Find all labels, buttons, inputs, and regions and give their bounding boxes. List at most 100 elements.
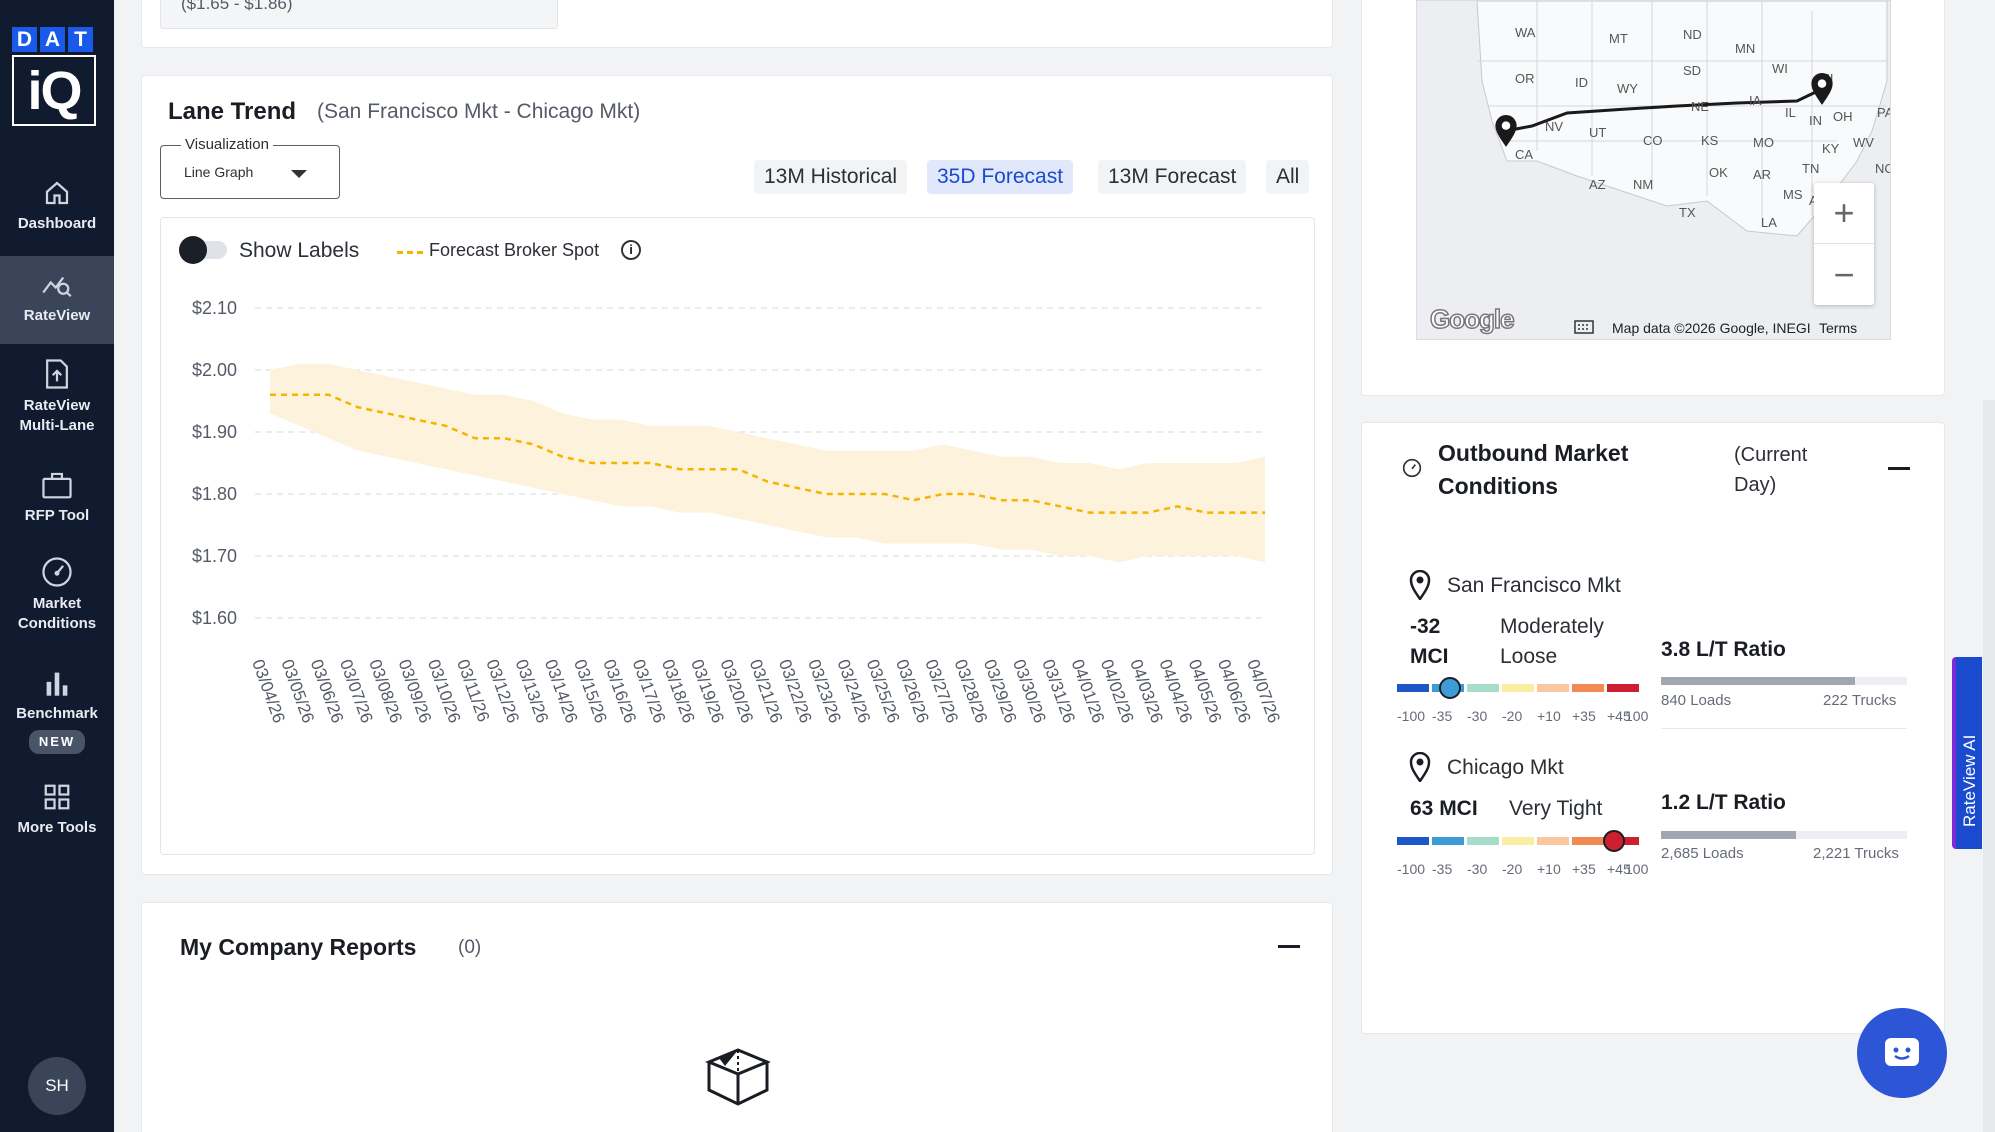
sidebar-item-rfp-tool[interactable]: RFP Tool bbox=[0, 470, 114, 530]
lt-ratio-fill bbox=[1661, 831, 1797, 839]
scale-label: +10 bbox=[1537, 708, 1561, 724]
loads-chicago: 2,685 Loads bbox=[1661, 845, 1744, 862]
forecast-band bbox=[270, 363, 1265, 563]
bar-chart-icon bbox=[46, 672, 68, 696]
y-tick-label: $1.80 bbox=[192, 484, 237, 504]
visualization-value: Line Graph bbox=[184, 164, 254, 180]
mci-value-chicago: 63 MCI bbox=[1410, 797, 1478, 820]
state-label: MT bbox=[1609, 31, 1628, 46]
info-icon[interactable]: i bbox=[621, 240, 641, 260]
collapse-market-icon[interactable] bbox=[1888, 467, 1910, 470]
scale-label: +35 bbox=[1572, 708, 1596, 724]
sidebar-item-benchmark[interactable]: Benchmark NEW bbox=[0, 668, 114, 758]
state-label: OR bbox=[1515, 71, 1535, 86]
logo-letter: T bbox=[68, 27, 93, 52]
rateview-ai-label: RateView AI bbox=[1960, 734, 1979, 827]
chart-container: Show Labels Forecast Broker Spot i bbox=[160, 217, 1315, 855]
state-label: MS bbox=[1783, 187, 1803, 202]
scale-label: -35 bbox=[1432, 708, 1453, 724]
state-label: IL bbox=[1785, 105, 1796, 120]
state-label: KS bbox=[1701, 133, 1719, 148]
chat-button[interactable] bbox=[1857, 1008, 1947, 1098]
sidebar-item-label: Market Conditions bbox=[17, 595, 97, 632]
scrollbar[interactable] bbox=[1983, 400, 1995, 1132]
grid-icon bbox=[44, 784, 70, 810]
reports-title: My Company Reports bbox=[180, 934, 417, 960]
scale-label: +45 bbox=[1607, 861, 1631, 877]
reports-count: (0) bbox=[458, 937, 482, 958]
sidebar-item-label: More Tools bbox=[17, 819, 97, 836]
user-avatar[interactable]: SH bbox=[28, 1057, 86, 1115]
y-tick-label: $1.90 bbox=[192, 422, 237, 442]
rateview-ai-tab[interactable]: RateView AI bbox=[1952, 657, 1982, 849]
state-label: LA bbox=[1761, 215, 1777, 230]
mci-marker-chicago bbox=[1603, 830, 1625, 852]
show-labels-toggle[interactable] bbox=[179, 236, 227, 264]
speedometer-icon bbox=[1402, 458, 1422, 478]
state-label: WI bbox=[1772, 61, 1788, 76]
divider bbox=[1661, 728, 1907, 729]
visualization-select[interactable]: Visualization Line Graph bbox=[160, 136, 340, 199]
state-label: IA bbox=[1749, 93, 1762, 108]
scale-segment bbox=[1467, 837, 1499, 845]
home-icon bbox=[45, 181, 69, 205]
range-35d-forecast-button[interactable]: 35D Forecast bbox=[927, 160, 1074, 194]
rateview-icon bbox=[42, 276, 72, 298]
keyboard-icon[interactable] bbox=[1574, 320, 1594, 334]
state-label: AR bbox=[1753, 167, 1772, 182]
logo-iq: iQ bbox=[12, 55, 96, 126]
map-terms-link[interactable]: Terms bbox=[1819, 320, 1858, 336]
market-conditions-subtitle: (Current Day) bbox=[1734, 444, 1808, 496]
state-label: ID bbox=[1575, 75, 1588, 90]
chat-bot-icon bbox=[1885, 1038, 1919, 1066]
document-upload-icon bbox=[46, 359, 68, 389]
sidebar-item-more-tools[interactable]: More Tools bbox=[0, 782, 114, 842]
new-badge: NEW bbox=[28, 730, 86, 754]
y-tick-label: $1.70 bbox=[192, 546, 237, 566]
mci-scale-sf bbox=[1397, 684, 1639, 692]
scale-labels-chicago: -100 -35 -30 -20 +10 +35 +45 100 bbox=[1397, 861, 1660, 877]
scale-label: -100 bbox=[1397, 708, 1426, 724]
sidebar-item-rateview-multi-lane[interactable]: RateView Multi-Lane bbox=[0, 358, 114, 438]
scale-segment bbox=[1537, 837, 1569, 845]
scale-label: -20 bbox=[1502, 708, 1523, 724]
lt-ratio-bar-chicago bbox=[1661, 831, 1907, 839]
scale-segment bbox=[1502, 684, 1534, 692]
market-conditions-title: Outbound Market Conditions bbox=[1438, 440, 1629, 499]
trucks-sf: 222 Trucks bbox=[1823, 692, 1897, 709]
state-label: MN bbox=[1735, 41, 1756, 56]
us-map-graphic bbox=[1417, 1, 1890, 339]
logo-letter: A bbox=[40, 27, 65, 52]
zoom-in-button[interactable]: + bbox=[1814, 183, 1874, 244]
destination-pin-icon[interactable] bbox=[1809, 73, 1835, 107]
state-label: NM bbox=[1633, 177, 1654, 192]
range-all-button[interactable]: All bbox=[1266, 160, 1310, 194]
collapse-reports-icon[interactable] bbox=[1278, 945, 1300, 948]
lane-trend-subtitle: (San Francisco Mkt - Chicago Mkt) bbox=[317, 100, 641, 123]
sidebar-item-rateview[interactable]: RateView bbox=[0, 256, 114, 344]
lt-ratio-sf: 3.8 L/T Ratio bbox=[1661, 638, 1786, 661]
route-map[interactable]: WA MT ND MN OR ID WY SD WI MI NE IA NV U… bbox=[1416, 0, 1891, 340]
range-13m-forecast-button[interactable]: 13M Forecast bbox=[1098, 160, 1247, 194]
gauge-icon bbox=[42, 557, 72, 587]
rate-summary-card: ($1.65 - $1.86) bbox=[141, 0, 1333, 48]
scale-label: 100 bbox=[1625, 708, 1649, 724]
zoom-out-button[interactable]: − bbox=[1833, 253, 1855, 295]
lt-ratio-fill bbox=[1661, 677, 1856, 685]
state-label: KY bbox=[1822, 141, 1840, 156]
legend-label[interactable]: Forecast Broker Spot bbox=[429, 240, 600, 260]
range-13m-historical-button[interactable]: 13M Historical bbox=[754, 160, 908, 194]
origin-pin-icon[interactable] bbox=[1493, 115, 1519, 149]
y-tick-label: $1.60 bbox=[192, 608, 237, 628]
state-label: WV bbox=[1853, 135, 1874, 150]
mci-marker-sf bbox=[1439, 677, 1461, 699]
sidebar-item-dashboard[interactable]: Dashboard bbox=[0, 178, 114, 246]
scale-segment bbox=[1467, 684, 1499, 692]
mci-value-sf: -32 MCI bbox=[1410, 615, 1449, 668]
loads-sf: 840 Loads bbox=[1661, 692, 1732, 709]
google-logo: Google bbox=[1429, 303, 1515, 335]
sidebar-item-market-conditions[interactable]: Market Conditions bbox=[0, 556, 114, 636]
